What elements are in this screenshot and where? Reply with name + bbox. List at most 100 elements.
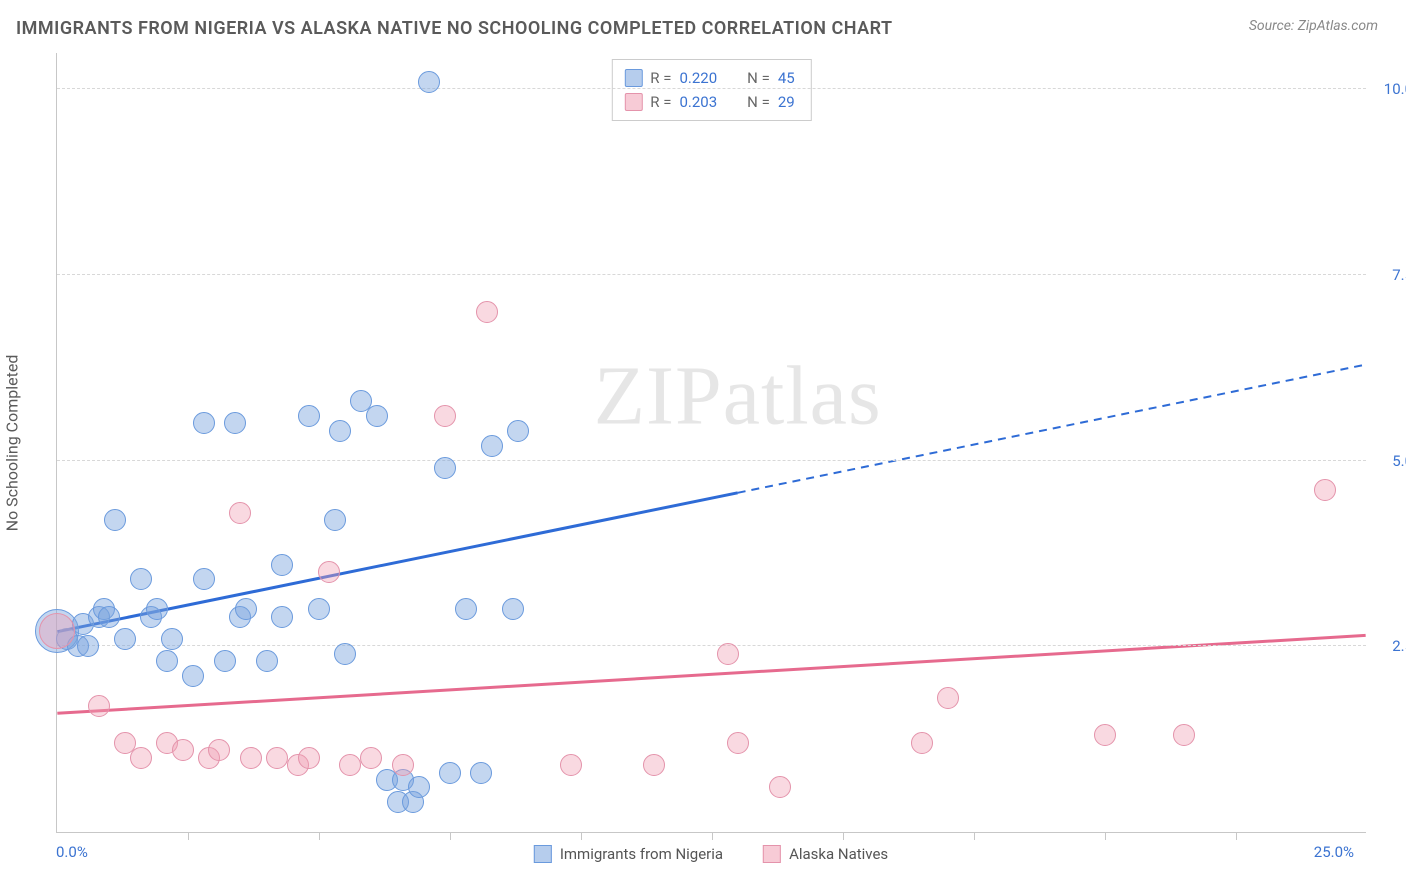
data-point-nigeria <box>98 606 120 628</box>
scatter-chart: No Schooling Completed ZIPatlas R = 0.22… <box>56 53 1366 833</box>
y-axis-label: No Schooling Completed <box>3 355 22 532</box>
legend-r-label: R = <box>650 66 671 90</box>
data-point-nigeria <box>439 762 461 784</box>
x-tick <box>974 832 975 840</box>
data-point-nigeria <box>366 405 388 427</box>
data-point-nigeria <box>507 420 529 442</box>
data-point-nigeria <box>235 598 257 620</box>
legend-label-nigeria: Immigrants from Nigeria <box>560 845 723 863</box>
trend-line-dashed-nigeria <box>738 365 1366 493</box>
legend-swatch-pink-icon <box>763 845 781 863</box>
x-tick <box>581 832 582 840</box>
data-point-nigeria <box>146 598 168 620</box>
gridline <box>57 645 1366 646</box>
legend-correlation: R = 0.220 N = 45 R = 0.203 N = 29 <box>611 59 811 121</box>
data-point-alaska <box>476 301 498 323</box>
data-point-nigeria <box>130 568 152 590</box>
data-point-nigeria <box>104 509 126 531</box>
data-point-nigeria <box>470 762 492 784</box>
data-point-nigeria <box>434 457 456 479</box>
y-tick-label: 7.5% <box>1392 266 1406 284</box>
data-point-alaska <box>229 502 251 524</box>
data-point-alaska <box>318 561 340 583</box>
data-point-alaska <box>392 754 414 776</box>
data-point-nigeria <box>256 650 278 672</box>
legend-n-label: N = <box>747 90 770 114</box>
data-point-nigeria <box>408 776 430 798</box>
data-point-nigeria <box>298 405 320 427</box>
data-point-nigeria <box>114 628 136 650</box>
legend-r-label: R = <box>650 90 671 114</box>
legend-label-alaska: Alaska Natives <box>789 845 888 863</box>
data-point-alaska <box>88 695 110 717</box>
data-point-alaska <box>1314 479 1336 501</box>
legend-item-alaska: Alaska Natives <box>763 845 888 863</box>
legend-series: Immigrants from Nigeria Alaska Natives <box>534 845 888 863</box>
data-point-nigeria <box>481 435 503 457</box>
legend-n-value-nigeria: 45 <box>778 66 795 90</box>
data-point-nigeria <box>502 598 524 620</box>
data-point-alaska <box>266 747 288 769</box>
data-point-nigeria <box>308 598 330 620</box>
data-point-alaska <box>39 613 75 649</box>
legend-row-nigeria: R = 0.220 N = 45 <box>624 66 794 90</box>
legend-item-nigeria: Immigrants from Nigeria <box>534 845 723 863</box>
data-point-nigeria <box>271 606 293 628</box>
data-point-alaska <box>643 754 665 776</box>
legend-n-label: N = <box>747 66 770 90</box>
x-tick <box>1105 832 1106 840</box>
data-point-alaska <box>208 739 230 761</box>
legend-r-value-alaska: 0.203 <box>679 90 717 114</box>
gridline <box>57 274 1366 275</box>
data-point-alaska <box>1094 724 1116 746</box>
source-name: ZipAtlas.com <box>1298 18 1378 34</box>
x-tick <box>843 832 844 840</box>
legend-swatch-blue <box>624 69 642 87</box>
watermark: ZIPatlas <box>594 347 882 444</box>
data-point-alaska <box>911 732 933 754</box>
data-point-alaska <box>172 739 194 761</box>
data-point-alaska <box>717 643 739 665</box>
gridline <box>57 460 1366 461</box>
x-tick <box>712 832 713 840</box>
y-tick-label: 2.5% <box>1392 637 1406 655</box>
trend-lines <box>57 53 1366 832</box>
y-tick-label: 10.0% <box>1384 80 1406 98</box>
data-point-alaska <box>1173 724 1195 746</box>
legend-n-value-alaska: 29 <box>778 90 795 114</box>
data-point-nigeria <box>161 628 183 650</box>
data-point-alaska <box>360 747 382 769</box>
data-point-nigeria <box>193 568 215 590</box>
data-point-nigeria <box>214 650 236 672</box>
data-point-nigeria <box>334 643 356 665</box>
x-tick <box>319 832 320 840</box>
data-point-alaska <box>937 687 959 709</box>
data-point-nigeria <box>271 554 293 576</box>
x-tick <box>188 832 189 840</box>
data-point-alaska <box>339 754 361 776</box>
x-axis-min-label: 0.0% <box>56 843 88 861</box>
data-point-nigeria <box>156 650 178 672</box>
chart-title: IMMIGRANTS FROM NIGERIA VS ALASKA NATIVE… <box>16 18 893 39</box>
data-point-alaska <box>769 776 791 798</box>
chart-header: IMMIGRANTS FROM NIGERIA VS ALASKA NATIVE… <box>0 0 1406 45</box>
data-point-alaska <box>434 405 456 427</box>
legend-swatch-blue-icon <box>534 845 552 863</box>
data-point-nigeria <box>224 412 246 434</box>
source-prefix: Source: <box>1249 18 1298 34</box>
x-tick <box>1236 832 1237 840</box>
trend-line-alaska <box>57 635 1365 713</box>
data-point-nigeria <box>77 635 99 657</box>
data-point-nigeria <box>418 71 440 93</box>
x-tick <box>450 832 451 840</box>
data-point-alaska <box>130 747 152 769</box>
data-point-nigeria <box>324 509 346 531</box>
plot-area: ZIPatlas R = 0.220 N = 45 R = 0.203 N = … <box>56 53 1366 833</box>
data-point-alaska <box>560 754 582 776</box>
legend-row-alaska: R = 0.203 N = 29 <box>624 90 794 114</box>
x-axis-max-label: 25.0% <box>1314 843 1354 861</box>
y-tick-label: 5.0% <box>1392 452 1406 470</box>
data-point-alaska <box>298 747 320 769</box>
data-point-alaska <box>240 747 262 769</box>
data-point-nigeria <box>193 412 215 434</box>
